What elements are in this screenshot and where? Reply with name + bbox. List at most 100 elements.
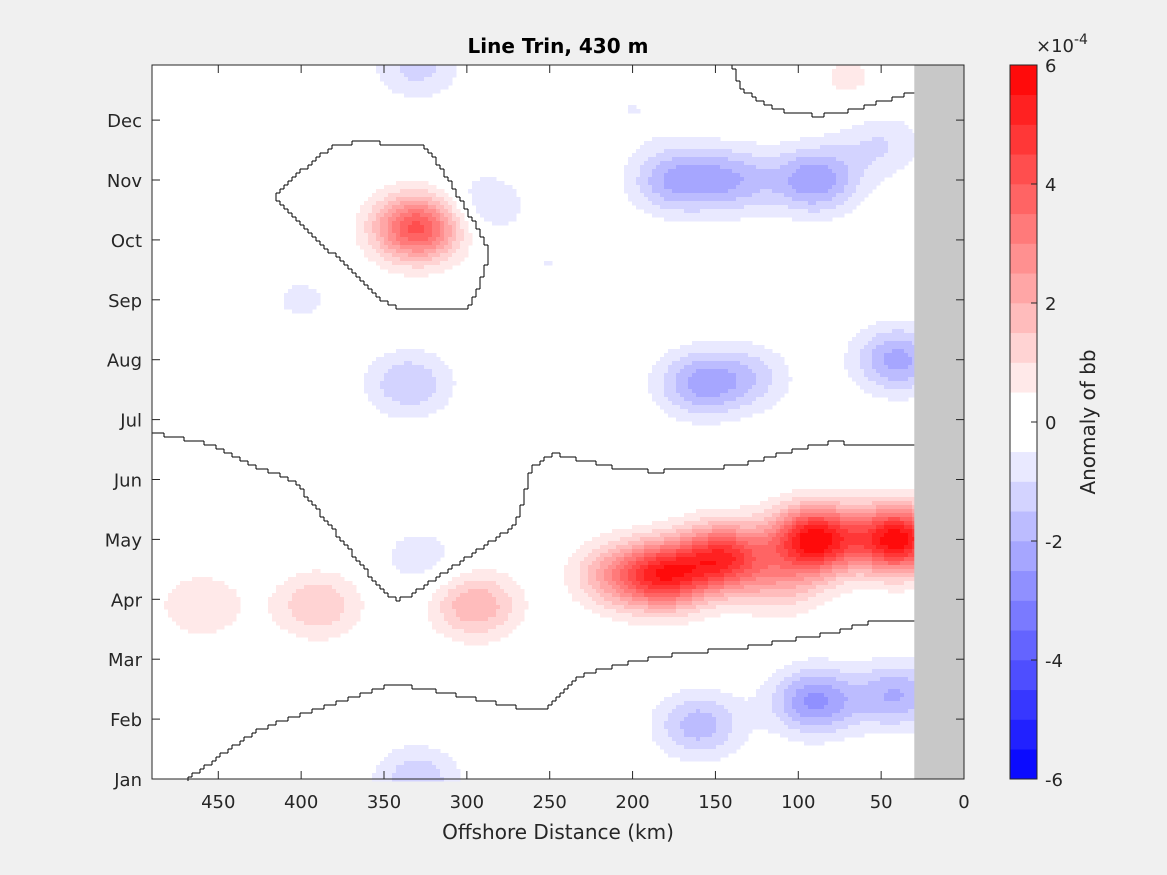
heatmap-cell — [728, 517, 733, 522]
heatmap-cell — [604, 549, 609, 554]
heatmap-cell — [652, 533, 657, 538]
heatmap-cell — [388, 353, 393, 358]
heatmap-cell — [912, 393, 917, 398]
heatmap-cell — [416, 365, 421, 370]
heatmap-cell — [684, 213, 689, 218]
heatmap-cell — [392, 269, 397, 274]
heatmap-cell — [404, 93, 409, 98]
heatmap-cell — [912, 501, 917, 506]
heatmap-cell — [860, 541, 865, 546]
heatmap-cell — [904, 345, 909, 350]
heatmap-cell — [772, 157, 777, 162]
heatmap-cell — [892, 349, 897, 354]
heatmap-cell — [772, 369, 777, 374]
heatmap-cell — [880, 501, 885, 506]
heatmap-cell — [776, 501, 781, 506]
heatmap-cell — [876, 493, 881, 498]
heatmap-cell — [900, 565, 905, 570]
heatmap-cell — [664, 353, 669, 358]
heatmap-cell — [820, 565, 825, 570]
heatmap-cell — [812, 553, 817, 558]
heatmap-cell — [308, 289, 313, 294]
heatmap-cell — [796, 497, 801, 502]
heatmap-cell — [900, 141, 905, 146]
heatmap-cell — [768, 209, 773, 214]
heatmap-cell — [652, 553, 657, 558]
heatmap-cell — [836, 145, 841, 150]
heatmap-cell — [744, 357, 749, 362]
heatmap-cell — [680, 353, 685, 358]
heatmap-cell — [756, 405, 761, 410]
heatmap-cell — [640, 525, 645, 530]
heatmap-cell — [912, 385, 917, 390]
heatmap-cell — [752, 157, 757, 162]
heatmap-cell — [372, 381, 377, 386]
heatmap-cell — [436, 549, 441, 554]
heatmap-cell — [832, 501, 837, 506]
heatmap-cell — [848, 341, 853, 346]
heatmap-cell — [372, 361, 377, 366]
heatmap-cell — [644, 177, 649, 182]
heatmap-cell — [764, 189, 769, 194]
heatmap-cell — [644, 549, 649, 554]
heatmap-cell — [444, 205, 449, 210]
heatmap-cell — [360, 237, 365, 242]
heatmap-cell — [908, 545, 913, 550]
heatmap-cell — [832, 177, 837, 182]
heatmap-cell — [888, 537, 893, 542]
heatmap-cell — [840, 77, 845, 82]
heatmap-cell — [444, 257, 449, 262]
heatmap-cell — [492, 177, 497, 182]
heatmap-cell — [660, 381, 665, 386]
heatmap-cell — [380, 373, 385, 378]
heatmap-cell — [852, 521, 857, 526]
heatmap-cell — [720, 177, 725, 182]
heatmap-cell — [424, 545, 429, 550]
heatmap-cell — [768, 565, 773, 570]
heatmap-cell — [308, 293, 313, 298]
heatmap-cell — [704, 389, 709, 394]
heatmap-cell — [436, 553, 441, 558]
heatmap-cell — [476, 569, 481, 574]
heatmap-cell — [676, 157, 681, 162]
heatmap-cell — [624, 165, 629, 170]
heatmap-cell — [884, 533, 889, 538]
heatmap-cell — [720, 413, 725, 418]
heatmap-cell — [780, 141, 785, 146]
heatmap-cell — [884, 321, 889, 326]
heatmap-cell — [844, 73, 849, 78]
heatmap-cell — [848, 133, 853, 138]
heatmap-cell — [768, 361, 773, 366]
heatmap-cell — [688, 393, 693, 398]
heatmap-cell — [672, 157, 677, 162]
heatmap-cell — [448, 245, 453, 250]
heatmap-cell — [752, 193, 757, 198]
heatmap-cell — [460, 253, 465, 258]
heatmap-cell — [728, 349, 733, 354]
heatmap-cell — [704, 557, 709, 562]
heatmap-cell — [364, 209, 369, 214]
heatmap-cell — [900, 149, 905, 154]
heatmap-cell — [884, 145, 889, 150]
heatmap-cell — [896, 545, 901, 550]
heatmap-cell — [692, 201, 697, 206]
heatmap-cell — [892, 493, 897, 498]
heatmap-cell — [372, 385, 377, 390]
heatmap-cell — [728, 193, 733, 198]
heatmap-cell — [720, 197, 725, 202]
heatmap-cell — [744, 409, 749, 414]
heatmap-cell — [700, 545, 705, 550]
heatmap-cell — [800, 525, 805, 530]
heatmap-cell — [804, 185, 809, 190]
heatmap-cell — [636, 109, 641, 114]
heatmap-cell — [856, 509, 861, 514]
heatmap-cell — [828, 193, 833, 198]
heatmap-cell — [680, 533, 685, 538]
heatmap-cell — [648, 537, 653, 542]
heatmap-cell — [872, 361, 877, 366]
heatmap-cell — [820, 205, 825, 210]
heatmap-cell — [716, 169, 721, 174]
heatmap-cell — [632, 573, 637, 578]
heatmap-cell — [840, 557, 845, 562]
heatmap-cell — [600, 541, 605, 546]
